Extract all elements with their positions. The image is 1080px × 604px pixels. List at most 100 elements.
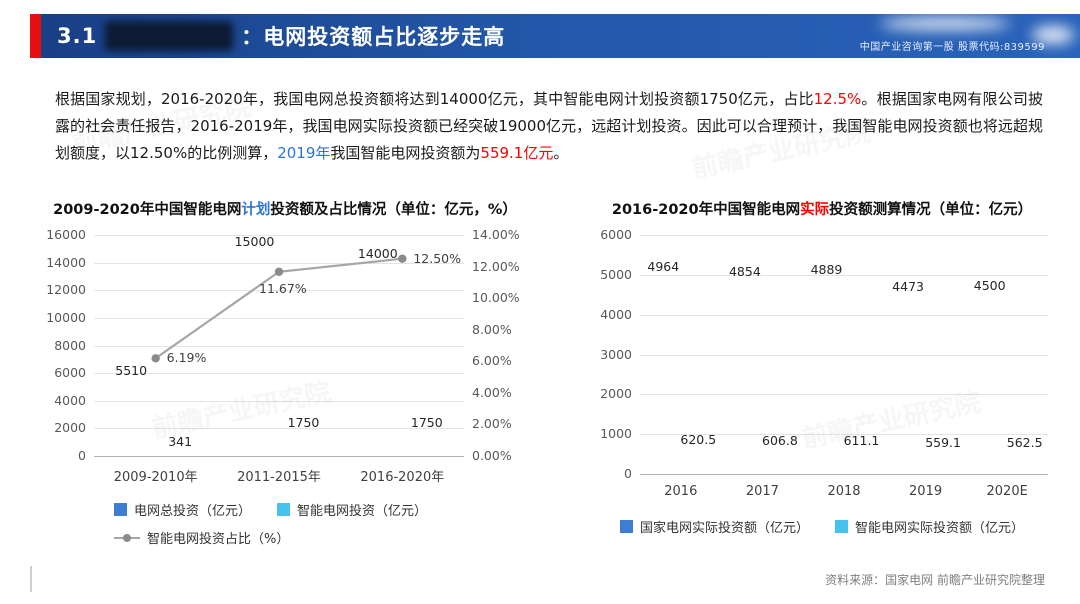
chart-body: 0 2000 4000 6000 8000 10000 12000 14000 16000 55… [46,227,520,463]
chart-actual-investment: 2016-2020年中国智能电网实际投资额测算情况（单位：亿元） 0 1000 20… [596,198,1048,536]
legend-row: 国家电网实际投资额（亿元） 智能电网实际投资额（亿元） [596,517,1048,536]
legend-item: 智能电网实际投资额（亿元） [835,517,1024,536]
intro-paragraph: 根据国家规划，2016-2020年，我国电网总投资额将达到14000亿元，其中智… [55,86,1043,167]
bar-wrap: 559.1 [925,235,961,474]
y-tick-label: 14000 [46,254,86,270]
blur-smudge [1032,26,1074,44]
paragraph-segment: 。 [553,144,569,162]
bar-group: 15000 1750 [217,235,340,456]
bar-wrap: 1750 [281,235,325,456]
bar-wrap: 562.5 [1007,235,1043,474]
bar-value-label: 4854 [728,263,761,279]
chart-title-segment: 投资额及占比情况（单位：亿元，%） [270,202,517,218]
legend: 电网总投资（亿元） 智能电网投资（亿元） 智能电网投资占比（%） [50,500,520,547]
x-tick-label: 2017 [745,484,779,499]
gridline [640,235,1048,236]
y-tick-label: 2000 [600,386,632,402]
y-tick-label: 10.00% [472,290,520,306]
y-tick-label: 2000 [54,420,86,436]
legend-label: 智能电网实际投资额（亿元） [855,521,1025,536]
paragraph-segment: 根据国家规划，2016-2020年，我国电网总投资额将达到14000亿元，其中智… [55,90,814,108]
y-tick-label: 3000 [600,346,632,362]
source-note: 资料来源：国家电网 前瞻产业研究院整理 [825,573,1045,587]
legend-swatch [619,520,633,533]
bar-wrap: 5510 [109,235,153,456]
bar-value-label: 4473 [892,278,924,294]
legend-row: 电网总投资（亿元） 智能电网投资（亿元） [114,500,520,519]
bar-wrap: 4500 [973,235,1006,474]
bar-value-label: 559.1 [925,434,961,450]
plot-area: 4964 620.5 4854 606.8 4889 611.1 4473 559.1 4500… [640,235,1048,475]
chart-title: 2016-2020年中国智能电网实际投资额测算情况（单位：亿元） [596,198,1048,219]
bar-group: 4854 606.8 [722,235,804,474]
gridline [94,317,464,319]
y-tick-label: 6.00% [472,353,512,369]
bar-wrap: 4854 [728,235,761,474]
bar-wrap: 620.5 [680,235,716,474]
gridline [640,354,1048,356]
legend-swatch [114,503,127,516]
x-tick-label: 2019 [909,484,943,499]
bar-wrap: 4889 [810,235,843,474]
page-title: 3.1 ： 电网投资额占比逐步走高 [57,21,505,51]
x-tick-label: 2018 [827,484,861,499]
bar-wrap: 1750 [405,235,449,456]
legend-label: 智能电网投资（亿元） [297,504,428,519]
chart-title-segment: 实际 [800,202,830,218]
chart-title: 2009-2020年中国智能电网计划投资额及占比情况（单位：亿元，%） [50,198,520,219]
x-tick-label: 2016 [664,484,698,499]
corner-divider [30,566,32,592]
title-separator: ： [241,25,264,49]
gridline [94,400,464,402]
chart-title-segment: 计划 [241,202,271,218]
y-tick-label: 1000 [600,426,632,442]
y-tick-label: 0 [78,448,86,463]
blur-smudge [880,17,1010,30]
ratio-line [151,254,407,363]
y-tick-label: 2.00% [472,416,512,432]
y-tick-label: 4.00% [472,384,512,400]
x-tick-label: 2020E [986,484,1028,499]
y-tick-label: 16000 [46,227,86,242]
bar-wrap: 4473 [892,235,924,474]
y-tick-label: 0 [624,466,632,481]
legend-item: 智能电网投资（亿元） [277,500,427,519]
bar-wrap: 341 [158,235,202,456]
section-number: 3.1 [57,24,98,48]
header-bar: 3.1 ： 电网投资额占比逐步走高 中国产业咨询第一股 股票代码:839599 [41,14,1080,58]
legend-row: 智能电网投资占比（%） [114,528,520,547]
gridline [640,314,1048,316]
y-tick-label: 12000 [46,282,86,298]
bar-group: 4889 611.1 [803,235,885,474]
x-tick-label: 2011-2015年 [237,470,321,485]
y-tick-label: 12.00% [472,258,520,274]
bar-value-label: 5510 [115,362,148,378]
legend-line-swatch [114,533,140,542]
paragraph-segment: 12.5% [813,90,862,108]
y-axis-left: 0 2000 4000 6000 8000 10000 12000 14000 16000 [46,227,94,463]
gridline [94,428,464,430]
gridline [640,274,1048,276]
bar-group: 4500 562.5 [966,235,1048,474]
plot-area: 5510 341 15000 1750 14000 1750 6.19% 11.67% 12.5… [94,235,464,457]
y-axis-left: 0 1000 2000 3000 4000 5000 6000 [596,227,640,481]
gridline [640,394,1048,396]
bar-value-label: 1750 [410,414,443,430]
x-tick-label: 2016-2020年 [360,470,445,485]
bar-groups: 5510 341 15000 1750 14000 1750 [94,235,464,456]
bar-group: 4964 620.5 [640,235,722,474]
bar-value-label: 611.1 [843,432,880,448]
bar-value-label: 4500 [973,277,1006,293]
bar-groups: 4964 620.5 4854 606.8 4889 611.1 4473 559.1 4500… [640,235,1048,474]
chart-planned-investment: 2009-2020年中国智能电网计划投资额及占比情况（单位：亿元，%） 0 200… [46,198,520,547]
x-tick-label: 2009-2010年 [113,470,198,485]
y-axis-right: 0.00% 2.00% 4.00% 6.00% 8.00% 10.00% 12.00% 14.… [464,227,520,463]
bar-value-label: 4964 [647,259,680,275]
x-axis: 2016 2017 2018 2019 2020E [640,484,1048,499]
legend-swatch [277,503,291,516]
bar-wrap: 4964 [647,235,680,474]
legend-label: 国家电网实际投资额（亿元） [639,521,809,536]
bar-value-label: 4889 [810,262,843,278]
y-tick-label: 4000 [600,306,632,322]
legend-item: 国家电网实际投资额（亿元） [619,517,809,536]
